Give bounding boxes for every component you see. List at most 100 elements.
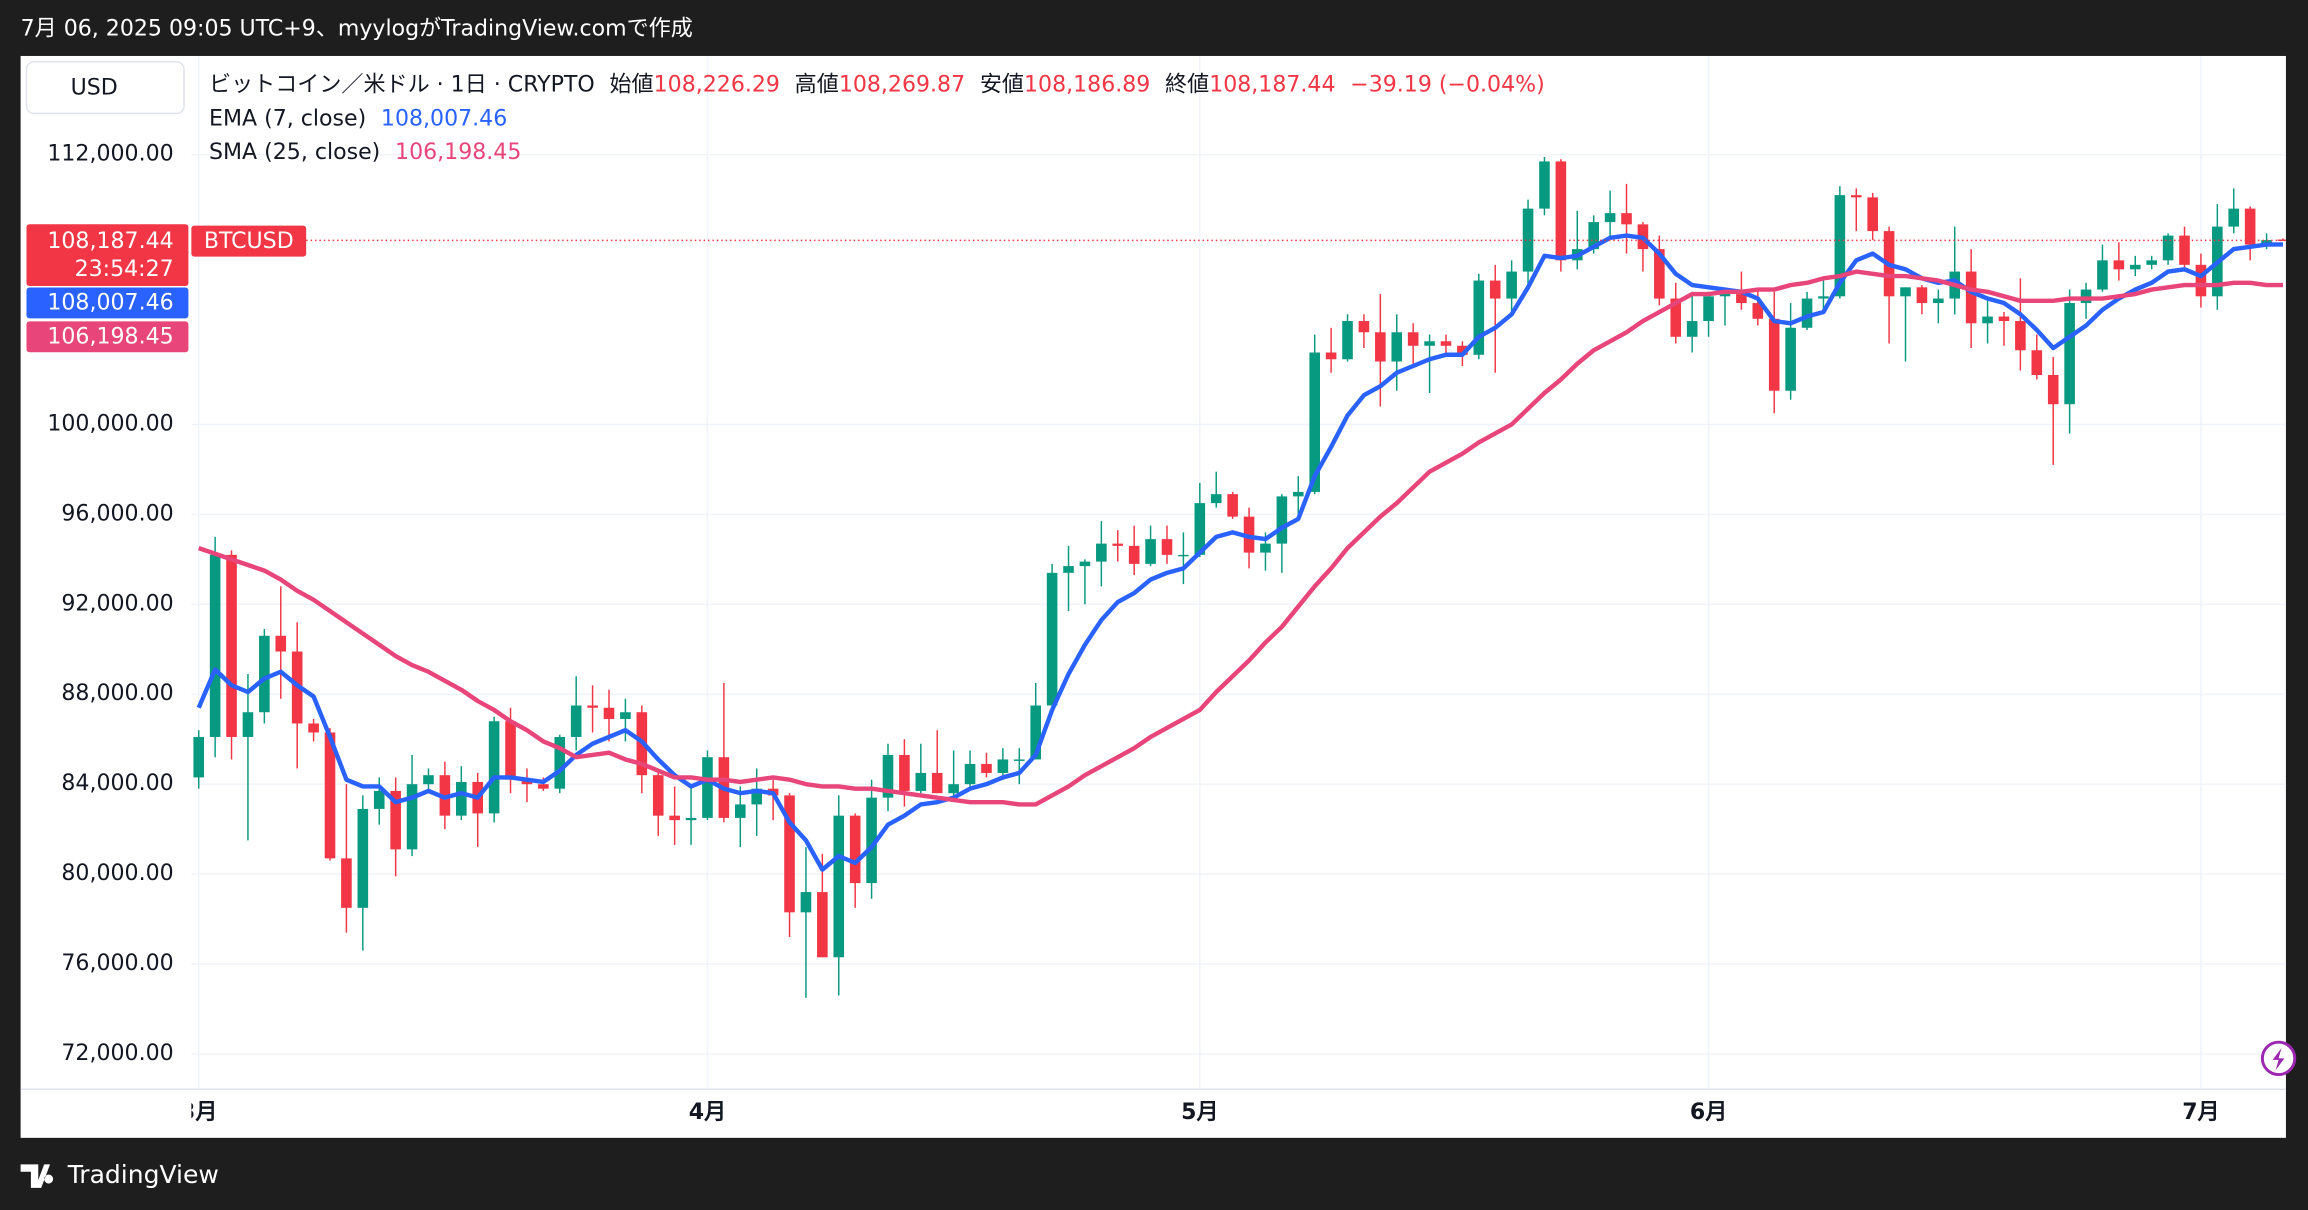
candle-body — [1112, 543, 1124, 546]
candle-body — [1506, 271, 1517, 299]
candle-body — [390, 790, 401, 850]
candle-body — [1703, 296, 1714, 322]
candle-body — [587, 705, 598, 708]
candle-body — [2129, 264, 2141, 270]
candle-body — [1982, 316, 1993, 324]
ticker: BTCUSD — [204, 229, 294, 254]
candle-body — [1670, 298, 1682, 337]
candle-body — [1260, 543, 1271, 553]
candle-body — [1030, 705, 1041, 760]
legend-name: EMA (7, close) — [209, 106, 366, 131]
close-label: 終値 — [1165, 72, 1209, 97]
candle-body — [2228, 208, 2240, 227]
candle-body — [1358, 321, 1370, 333]
currency-box[interactable] — [25, 61, 185, 115]
candle-body — [1588, 222, 1599, 250]
low: 108,186.89 — [1024, 72, 1150, 97]
candle-body — [997, 759, 1009, 773]
candle-body — [2097, 260, 2108, 290]
candle-body — [1834, 195, 1846, 297]
candle-body — [1621, 213, 1632, 225]
candle-body — [1801, 298, 1813, 328]
candle-body — [1539, 161, 1550, 209]
candle-body — [1227, 494, 1238, 517]
candle-body — [357, 808, 369, 908]
candle-body — [931, 772, 943, 794]
candle-body — [1998, 316, 2010, 322]
candle-body — [899, 754, 910, 791]
candle-body — [2047, 374, 2059, 405]
low-label: 安値 — [980, 72, 1024, 97]
candle-body — [455, 781, 467, 816]
candle-body — [1342, 321, 1353, 360]
high: 108,269.87 — [839, 72, 965, 97]
x-tick-label: 3月 — [180, 1100, 217, 1125]
candle-body — [1654, 249, 1665, 299]
candle-body — [1145, 539, 1156, 564]
candle-body — [1079, 561, 1091, 567]
candle-body — [800, 892, 812, 913]
candle-body — [226, 554, 237, 737]
candle-body — [1063, 566, 1074, 573]
candle-body — [2195, 264, 2207, 297]
candle-body — [423, 775, 434, 785]
candle-body — [1309, 352, 1320, 492]
candle-body — [1407, 332, 1419, 346]
y-tick-label: 88,000.00 — [61, 681, 173, 706]
legend-name: SMA (25, close) — [209, 140, 380, 165]
open-label: 始値 — [609, 72, 653, 97]
currency: USD — [71, 75, 118, 100]
y-tick-label: 72,000.00 — [61, 1041, 173, 1066]
candle-body — [538, 784, 549, 789]
y-tick-label: 76,000.00 — [61, 951, 173, 976]
candle-body — [964, 763, 976, 785]
candle-body — [1933, 298, 1944, 304]
y-tick-label: 100,000.00 — [47, 411, 173, 436]
candle-body — [1161, 539, 1173, 555]
last-price-label: 108,187.44 — [47, 229, 173, 254]
candle-body — [1522, 208, 1534, 272]
candle-body — [242, 712, 254, 737]
y-tick-label: 84,000.00 — [61, 771, 173, 796]
y-tick-label: 92,000.00 — [61, 591, 173, 616]
candle-body — [1210, 494, 1222, 504]
candle-body — [324, 732, 336, 859]
candle-body — [833, 815, 845, 958]
candle-body — [2146, 260, 2157, 265]
candle-body — [1916, 287, 1928, 304]
indicator-price-box — [26, 321, 189, 353]
legend-entry: SMA (25, close) 106,198.45 — [209, 140, 521, 165]
candle-body — [1457, 345, 1468, 355]
candle-body — [849, 815, 861, 884]
candle-body — [702, 757, 713, 818]
symbol: ビットコイン／米ドル · 1日 · CRYPTO — [209, 72, 595, 97]
indicator-price-label: 106,198.45 — [47, 325, 173, 350]
candle-body — [275, 635, 287, 652]
candle-body — [603, 707, 615, 719]
candle-body — [1375, 332, 1386, 362]
candle-body — [2015, 321, 2026, 351]
x-tick-label: 6月 — [1690, 1100, 1727, 1125]
candle-body — [1768, 318, 1780, 391]
y-tick-label: 112,000.00 — [47, 142, 173, 167]
high-label: 高値 — [795, 72, 839, 97]
candle-body — [915, 772, 927, 791]
candle-body — [209, 554, 221, 737]
grid — [191, 55, 2286, 1090]
countdown: 23:54:27 — [75, 257, 174, 282]
candle-body — [1686, 321, 1698, 337]
candle-body — [1178, 554, 1189, 557]
candle-body — [2261, 240, 2272, 245]
candle-body — [1736, 294, 1747, 304]
footer-logo — [20, 1164, 54, 1188]
candle-body — [341, 858, 352, 908]
candle-body — [1194, 503, 1206, 555]
candle-body — [1785, 327, 1796, 391]
candle-body — [406, 784, 418, 850]
candle-body — [1013, 759, 1025, 761]
candle-body — [505, 721, 516, 780]
candle-body — [1867, 197, 1878, 232]
candle-body — [554, 736, 566, 789]
candle-body — [373, 790, 385, 809]
legend-entry: EMA (7, close) 108,007.46 — [209, 106, 507, 131]
